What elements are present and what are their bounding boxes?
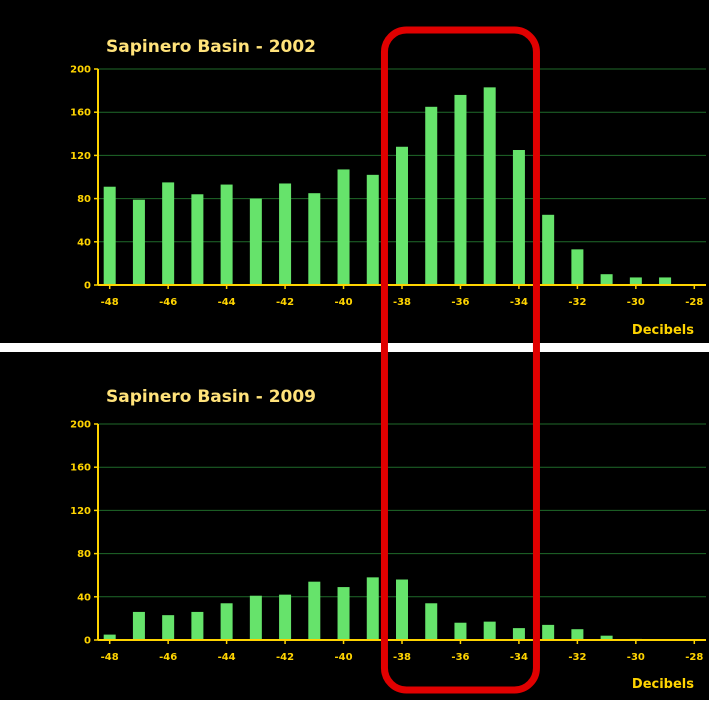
x-tick-label: -28	[685, 297, 703, 308]
y-tick-label: 40	[77, 237, 91, 248]
x-tick-label: -46	[159, 297, 177, 308]
bar	[483, 87, 496, 285]
bar	[279, 594, 292, 640]
chart-title: Sapinero Basin - 2002	[106, 37, 316, 57]
bar	[191, 194, 204, 285]
chart-background	[0, 352, 709, 700]
bar	[103, 634, 116, 640]
x-tick-label: -42	[276, 297, 294, 308]
y-tick-label: 160	[70, 108, 91, 119]
chart-title: Sapinero Basin - 2009	[106, 387, 316, 407]
y-tick-label: 160	[70, 463, 91, 474]
x-tick-label: -30	[627, 297, 645, 308]
x-tick-label: -46	[159, 652, 177, 663]
bar	[366, 174, 379, 285]
bar	[512, 628, 525, 640]
chart-panel-2: 0 40 80 120 160 200 -48 -46 -44 -42 -40 -38 -36 -34 -3…	[0, 352, 709, 700]
bar	[279, 183, 292, 285]
bar	[308, 581, 321, 640]
x-tick-label: -34	[510, 297, 528, 308]
x-tick-label: -30	[627, 652, 645, 663]
x-tick-label: -40	[334, 297, 352, 308]
x-tick-label: -48	[101, 297, 119, 308]
y-tick-label: 200	[70, 420, 91, 431]
bar	[249, 595, 262, 640]
bar	[191, 611, 204, 640]
x-tick-label: -40	[334, 652, 352, 663]
bar	[542, 214, 555, 285]
bar	[220, 603, 233, 640]
bar	[425, 603, 438, 640]
bar	[162, 182, 175, 285]
bar	[483, 621, 496, 640]
bar	[425, 106, 438, 285]
bar	[132, 611, 145, 640]
y-tick-label: 120	[70, 506, 91, 517]
bar	[629, 277, 642, 285]
bar	[220, 184, 233, 285]
bar	[337, 587, 350, 640]
bar	[571, 629, 584, 640]
x-tick-label: -32	[568, 652, 586, 663]
y-tick-label: 80	[77, 194, 91, 205]
bar	[396, 579, 408, 640]
bar	[162, 615, 175, 640]
bar	[337, 169, 350, 285]
bar	[396, 146, 408, 285]
x-tick-label: -42	[276, 652, 294, 663]
y-tick-label: 0	[84, 636, 91, 647]
y-tick-label: 40	[77, 592, 91, 603]
bar	[542, 624, 555, 640]
bar	[600, 274, 613, 285]
y-tick-label: 200	[70, 65, 91, 76]
x-tick-label: -36	[451, 652, 469, 663]
x-tick-label: -44	[218, 652, 236, 663]
highlight-box	[380, 26, 540, 694]
bar	[512, 150, 525, 285]
x-axis-label: Decibels	[632, 323, 694, 338]
bar	[571, 249, 584, 285]
y-tick-label: 0	[84, 281, 91, 292]
y-tick-label: 120	[70, 151, 91, 162]
bar	[454, 622, 467, 640]
chart-panel-1: 0 40 80 120 160 200 -48 -46 -44 -42 -40 -38 -36 -34 -3…	[0, 0, 709, 343]
x-tick-label: -38	[393, 652, 411, 663]
bar	[103, 186, 116, 285]
y-tick-label: 80	[77, 549, 91, 560]
x-tick-label: -34	[510, 652, 528, 663]
bar	[454, 94, 467, 285]
x-tick-label: -48	[101, 652, 119, 663]
bar	[600, 635, 613, 640]
x-tick-label: -38	[393, 297, 411, 308]
x-tick-label: -36	[451, 297, 469, 308]
bar	[249, 198, 262, 285]
x-tick-label: -28	[685, 652, 703, 663]
bar	[132, 199, 145, 285]
bar	[308, 193, 321, 285]
x-tick-label: -44	[218, 297, 236, 308]
x-axis-label: Decibels	[632, 677, 694, 692]
bar	[366, 577, 379, 640]
x-tick-label: -32	[568, 297, 586, 308]
bar	[659, 277, 672, 285]
